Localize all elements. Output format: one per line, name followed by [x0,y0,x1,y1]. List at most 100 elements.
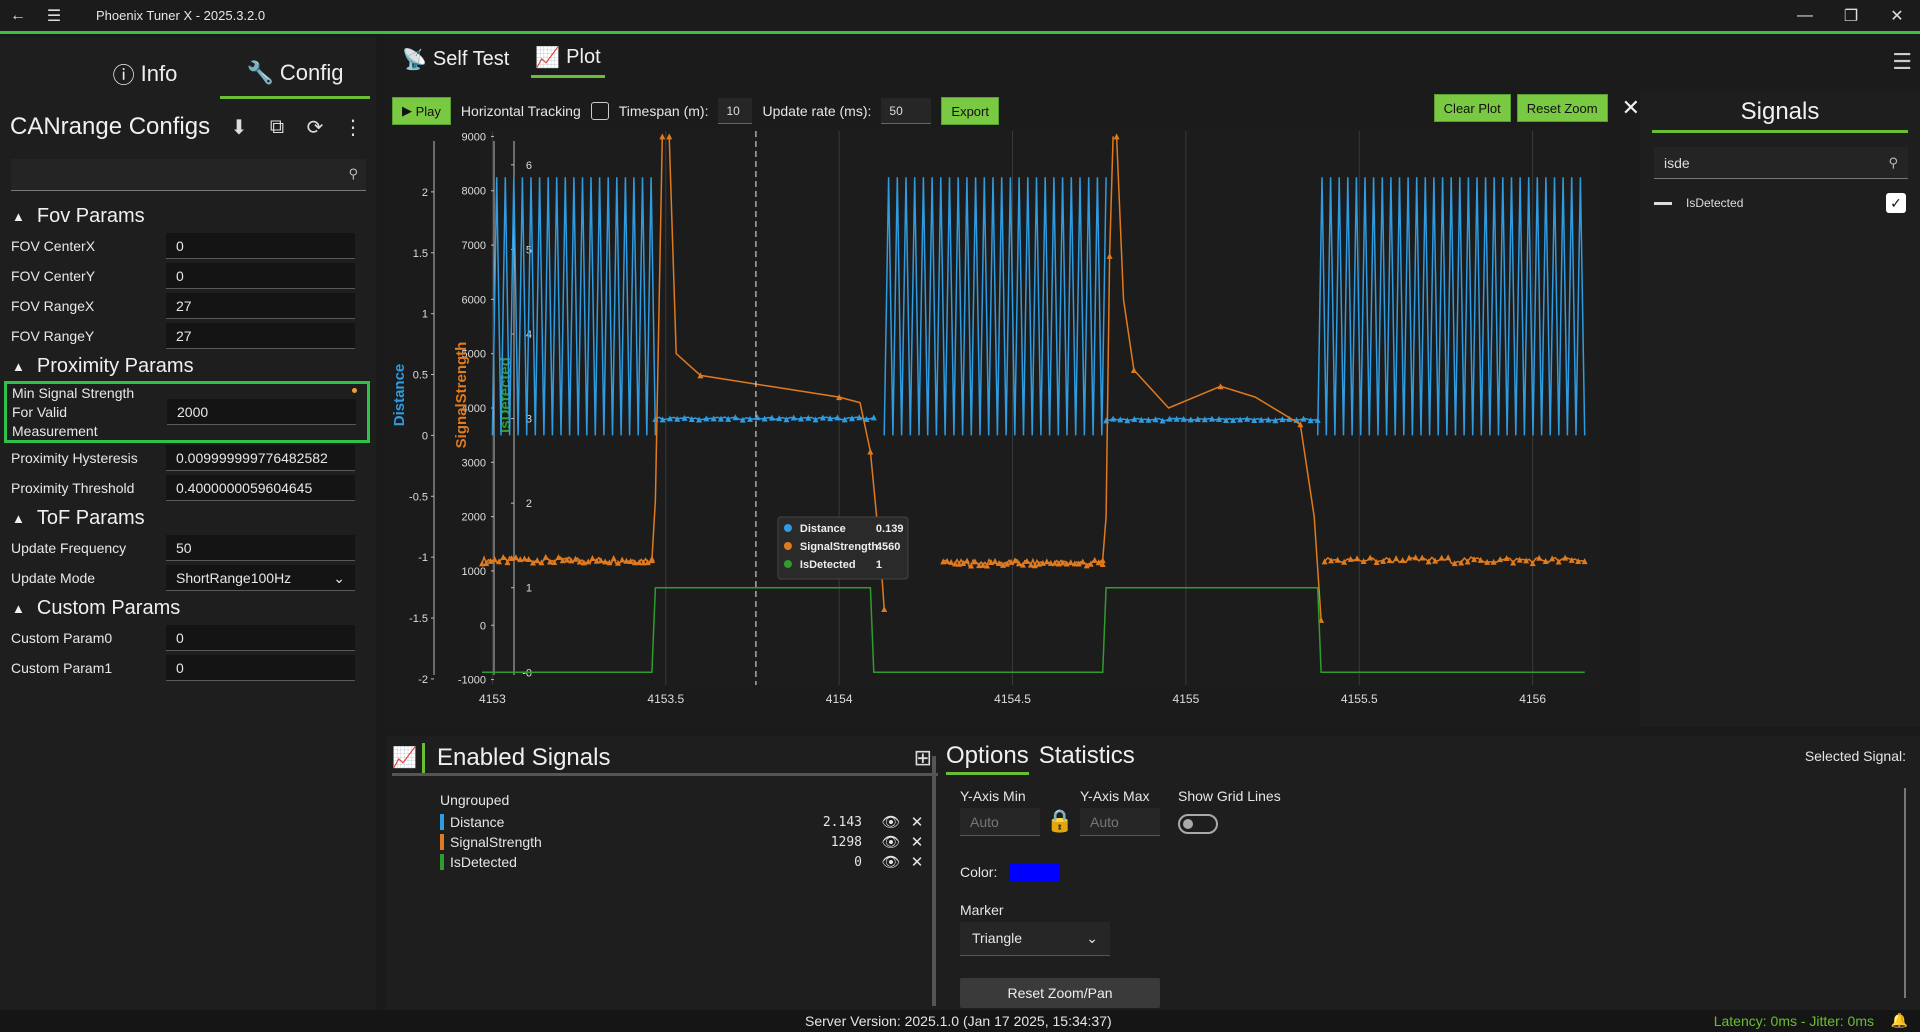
minimize-icon[interactable]: — [1797,6,1813,24]
min-signal-strength-input[interactable]: 2000 [167,399,356,425]
data-marker [863,415,870,422]
modified-indicator [352,388,357,393]
fov-rangex-input[interactable]: 27 [166,293,355,319]
close-plot-icon[interactable]: ✕ [1621,95,1640,120]
window-title: Phoenix Tuner X - 2025.3.2.0 [96,8,266,23]
field-label: Update Mode [11,570,96,586]
custom-param1-input[interactable]: 0 [166,655,355,681]
timespan-input[interactable]: 10 [718,98,753,124]
show-grid-lines-toggle[interactable] [1178,814,1218,834]
fov-rangey-input[interactable]: 27 [166,323,355,349]
data-marker [1007,558,1014,565]
y-tick-label: 2 [422,187,428,199]
chevron-up-icon: ▲ [12,208,25,224]
eye-icon[interactable]: 👁 [881,854,901,871]
update-rate-input[interactable]: 50 [881,98,932,124]
data-marker [870,414,877,421]
signal-plot[interactable]: 4153 4153.5 4154 4154.5 4155 4155.5 415621.510… [386,125,1636,727]
play-button[interactable]: ▶ Play [392,97,451,125]
panel-divider[interactable] [932,756,936,1006]
update-mode-select[interactable]: ShortRange100Hz ⌄ [166,565,355,591]
data-marker [602,558,609,565]
notification-bell-icon[interactable]: 🔔 [1890,1012,1908,1028]
maximize-icon[interactable]: ❐ [1843,7,1859,25]
collapse-panel-icon[interactable]: ☰ [1892,49,1912,74]
tab-plot[interactable]: 📈 Plot [531,40,605,78]
back-arrow-icon[interactable]: ← [10,6,26,24]
data-marker [648,557,655,564]
enabled-signal-signalstrength[interactable]: SignalStrength 1298 👁 ✕ [440,832,930,852]
data-marker [1051,559,1058,566]
data-marker [1258,416,1265,423]
tab-info[interactable]: ⓘ Info [70,49,220,99]
reset-zoom-button[interactable]: Reset Zoom [1516,94,1608,122]
options-scrollbar[interactable] [1904,788,1906,998]
data-marker [1445,554,1452,561]
info-icon: ⓘ [112,63,135,88]
eye-icon[interactable]: 👁 [881,834,901,851]
y-tick-label: 1 [422,309,428,321]
data-marker [606,559,613,566]
enabled-signal-isdetected[interactable]: IsDetected 0 👁 ✕ [440,852,930,872]
row-min-signal-strength: Min Signal Strength For Valid Measuremen… [4,381,370,443]
y-axis-max-input[interactable]: Auto [1080,808,1160,836]
close-window-icon[interactable]: ✕ [1890,7,1904,25]
remove-signal-icon[interactable]: ✕ [910,854,924,871]
update-frequency-input[interactable]: 50 [166,535,355,561]
data-marker [572,555,579,562]
play-label: Play [415,103,441,119]
data-marker [1003,560,1010,567]
data-marker [964,557,971,564]
signal-checkbox-checked-icon[interactable]: ✓ [1886,193,1906,213]
signal-item-isdetected[interactable]: IsDetected ✓ [1640,179,1920,213]
remove-signal-icon[interactable]: ✕ [910,814,924,831]
lock-icon[interactable]: 🔒 [1046,808,1074,833]
data-marker [1503,555,1510,562]
horizontal-tracking-checkbox[interactable] [590,102,609,120]
section-custom-params[interactable]: ▲ Custom Params [0,593,376,623]
hamburger-menu-icon[interactable]: ☰ [46,7,62,25]
tab-statistics[interactable]: Statistics [1038,742,1135,769]
clear-plot-button[interactable]: Clear Plot [1433,94,1511,122]
more-vertical-icon[interactable]: ⋮ [343,116,363,139]
signal-name: SignalStrength [450,834,542,850]
data-marker [948,558,955,565]
tab-options[interactable]: Options [946,742,1029,775]
proximity-threshold-input[interactable]: 0.4000000059604645 [166,475,355,501]
remove-signal-icon[interactable]: ✕ [910,834,924,851]
data-marker [1307,417,1314,424]
export-button[interactable]: Export [941,97,999,125]
enabled-signal-distance[interactable]: Distance 2.143 👁 ✕ [440,812,930,832]
section-fov-params[interactable]: ▲ Fov Params [0,201,376,231]
y-tick-label: -0 [522,667,532,679]
data-marker [1106,252,1113,259]
signals-search-input[interactable]: isde ⚲ [1654,147,1908,179]
tab-config[interactable]: 🔧 Config [220,49,370,99]
custom-param0-input[interactable]: 0 [166,625,355,651]
data-marker [1251,417,1258,424]
copy-icon[interactable]: ⧉ [269,115,285,138]
y-tick-label: -1 [418,552,428,564]
color-swatch[interactable] [1010,863,1060,881]
fov-centerx-input[interactable]: 0 [166,233,355,259]
data-marker [1432,557,1439,564]
reset-zoom-pan-button[interactable]: Reset Zoom/Pan [960,978,1160,1008]
marker-select[interactable]: Triangle ⌄ [960,922,1110,956]
fov-centery-input[interactable]: 0 [166,263,355,289]
config-search-input[interactable] [11,159,366,190]
data-marker [512,554,519,561]
y-axis-min-input[interactable]: Auto [960,808,1040,836]
add-group-icon[interactable]: ⊞ [913,744,932,770]
proximity-hysteresis-input[interactable]: 0.009999999776482582 [166,445,355,471]
field-label: Update Frequency [11,540,127,556]
eye-icon[interactable]: 👁 [881,814,901,831]
data-marker [1023,557,1030,564]
refresh-icon[interactable]: ⟳ [306,116,324,139]
y-tick-label: 3 [526,414,532,426]
tooltip-series-dot [783,542,792,550]
tab-self-test[interactable]: 📡 Self Test [398,40,513,78]
section-proximity-params[interactable]: ▲ Proximity Params [0,351,376,381]
signal-name: IsDetected [450,854,517,870]
download-icon[interactable]: ⬇ [230,116,248,139]
section-tof-params[interactable]: ▲ ToF Params [0,503,376,533]
